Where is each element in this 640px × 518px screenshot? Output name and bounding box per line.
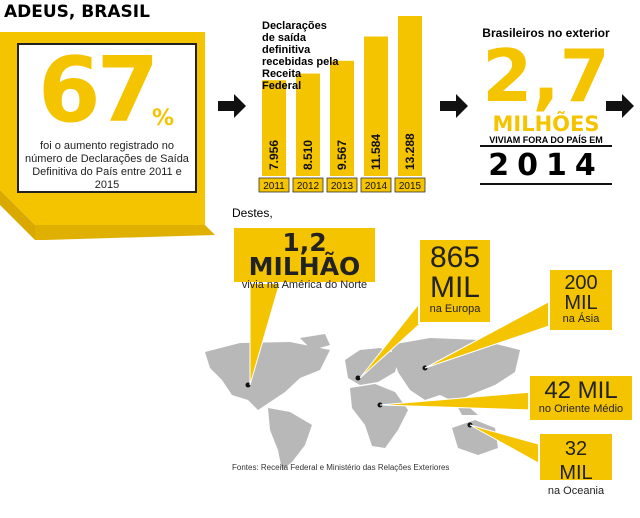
- abroad-number: 2,7: [482, 34, 610, 118]
- callout-text: na Oceania: [547, 485, 605, 497]
- stat-text: foi o aumento registrado no número de De…: [25, 140, 189, 191]
- chart-title: Declarações de saída definitiva recebida…: [262, 20, 339, 92]
- value-label: 9.567: [335, 140, 349, 170]
- callout-number: 200: [564, 272, 598, 294]
- box-side: [0, 190, 35, 240]
- x-tick-label: 2013: [331, 181, 354, 192]
- value-label: 8.510: [301, 140, 315, 170]
- callout-number: 1,2 MILHÃO: [248, 228, 361, 281]
- bar-chart: 7.956 2011 8.510 2012 9.567 2013 11.584 2014 13.…: [258, 16, 426, 193]
- value-label: 7.956: [267, 140, 281, 170]
- callout-text: no Oriente Médio: [538, 403, 624, 415]
- year-box: [360, 177, 392, 193]
- callout-unit: MIL: [564, 292, 598, 314]
- callout-text: na Ásia: [562, 313, 600, 325]
- arrows: [218, 94, 634, 118]
- map-intro: Destes,: [232, 206, 273, 220]
- callout: 1,2 MILHÃO vivia na América do Norte: [232, 226, 377, 291]
- x-tick-label: 2014: [365, 181, 388, 192]
- value-label: 11.584: [369, 134, 383, 170]
- bar: [364, 36, 388, 176]
- callout: 42 MIL no Oriente Médio: [528, 374, 634, 422]
- box-bottom: [35, 225, 215, 240]
- callout-number: 32 MIL: [559, 438, 593, 484]
- x-tick-label: 2015: [399, 181, 422, 192]
- callout-text: na Europa: [429, 303, 481, 315]
- stat-number: 67: [38, 38, 159, 143]
- page-title: ADEUS, BRASIL: [4, 2, 150, 22]
- callout-pointers: [249, 281, 553, 466]
- year-box: [326, 177, 358, 193]
- abroad-text: VIVIAM FORA DO PAÍS EM: [489, 135, 603, 145]
- abroad-label: Brasileiros no exterior: [482, 26, 610, 40]
- bar: [296, 73, 320, 176]
- value-label: 13.288: [403, 133, 417, 170]
- callout: 32 MIL na Oceania: [538, 432, 614, 497]
- source: Fontes: Receita Federal e Ministério das…: [232, 463, 450, 472]
- callout: 865 MIL na Europa: [418, 238, 492, 324]
- callout-number: 865: [429, 241, 481, 274]
- year-box: [394, 177, 426, 193]
- abroad-year: 2014: [488, 148, 604, 183]
- world-map: [205, 334, 520, 470]
- stat-box: [17, 43, 197, 193]
- bar: [330, 60, 354, 176]
- callout: 200 MIL na Ásia: [548, 268, 614, 332]
- callout-unit: MIL: [429, 271, 480, 304]
- stat-unit: %: [152, 106, 175, 131]
- bar: [262, 80, 286, 176]
- x-tick-label: 2011: [263, 181, 285, 192]
- year-box: [292, 177, 324, 193]
- bar: [398, 16, 422, 176]
- abroad-unit: MILHÕES: [492, 112, 600, 136]
- year-box: [258, 177, 290, 193]
- callout-number: 42 MIL: [544, 377, 618, 404]
- callout-text: vivia na América do Norte: [241, 279, 368, 291]
- x-tick-label: 2012: [297, 181, 320, 192]
